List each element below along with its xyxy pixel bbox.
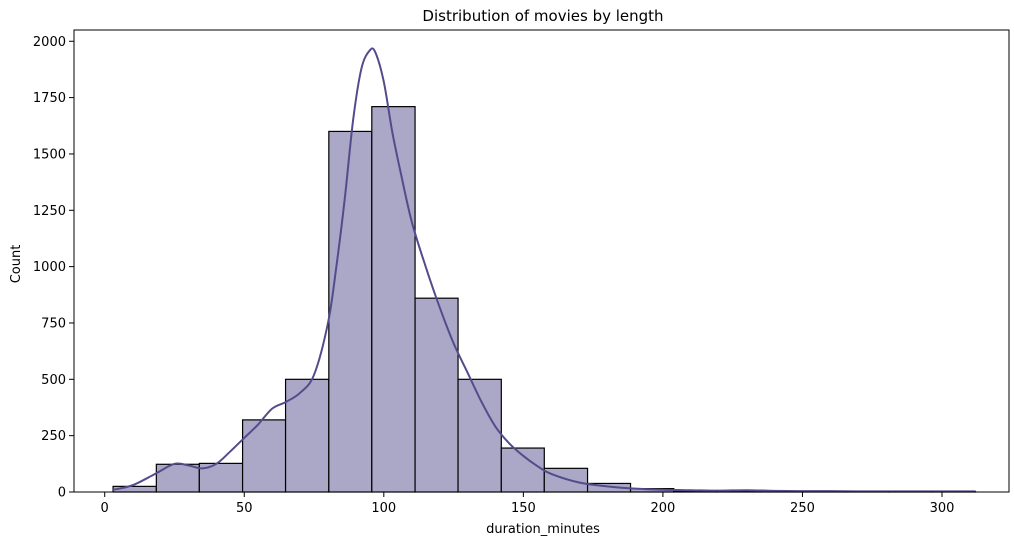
x-tick-label: 250 bbox=[790, 501, 815, 516]
x-axis-label: duration_minutes bbox=[486, 522, 600, 537]
histogram-bar bbox=[543, 467, 589, 493]
x-tick-label: 50 bbox=[236, 501, 253, 516]
y-tick-label: 250 bbox=[41, 429, 66, 444]
histogram-bar bbox=[328, 130, 373, 493]
x-tick-label: 150 bbox=[511, 501, 536, 516]
x-axis-ticks: 0 50 100 150 200 250 300 bbox=[101, 492, 955, 516]
y-tick-label: 750 bbox=[41, 316, 66, 331]
kde-line bbox=[112, 47, 976, 493]
y-tick-label: 2000 bbox=[33, 35, 66, 50]
axes-frame bbox=[73, 29, 1010, 493]
x-tick-label: 100 bbox=[371, 501, 396, 516]
y-tick-label: 1500 bbox=[33, 147, 66, 162]
y-tick-label: 0 bbox=[58, 486, 66, 501]
x-tick-label: 0 bbox=[101, 501, 109, 516]
y-tick-label: 1750 bbox=[33, 91, 66, 106]
y-tick-label: 1000 bbox=[33, 260, 66, 275]
y-axis-ticks: 0 250 500 750 1000 1250 1500 1750 2000 bbox=[33, 35, 74, 501]
y-tick-label: 1250 bbox=[33, 204, 66, 219]
y-tick-label: 500 bbox=[41, 373, 66, 388]
histogram-bar bbox=[241, 419, 287, 493]
x-tick-label: 200 bbox=[650, 501, 675, 516]
chart-title: Distribution of movies by length bbox=[422, 7, 663, 25]
x-tick-label: 300 bbox=[930, 501, 955, 516]
histogram-bar bbox=[414, 297, 459, 493]
histogram-bar bbox=[284, 378, 330, 493]
y-axis-label: Count bbox=[9, 245, 24, 284]
bars-group bbox=[112, 106, 977, 493]
histogram-bar bbox=[371, 106, 416, 493]
